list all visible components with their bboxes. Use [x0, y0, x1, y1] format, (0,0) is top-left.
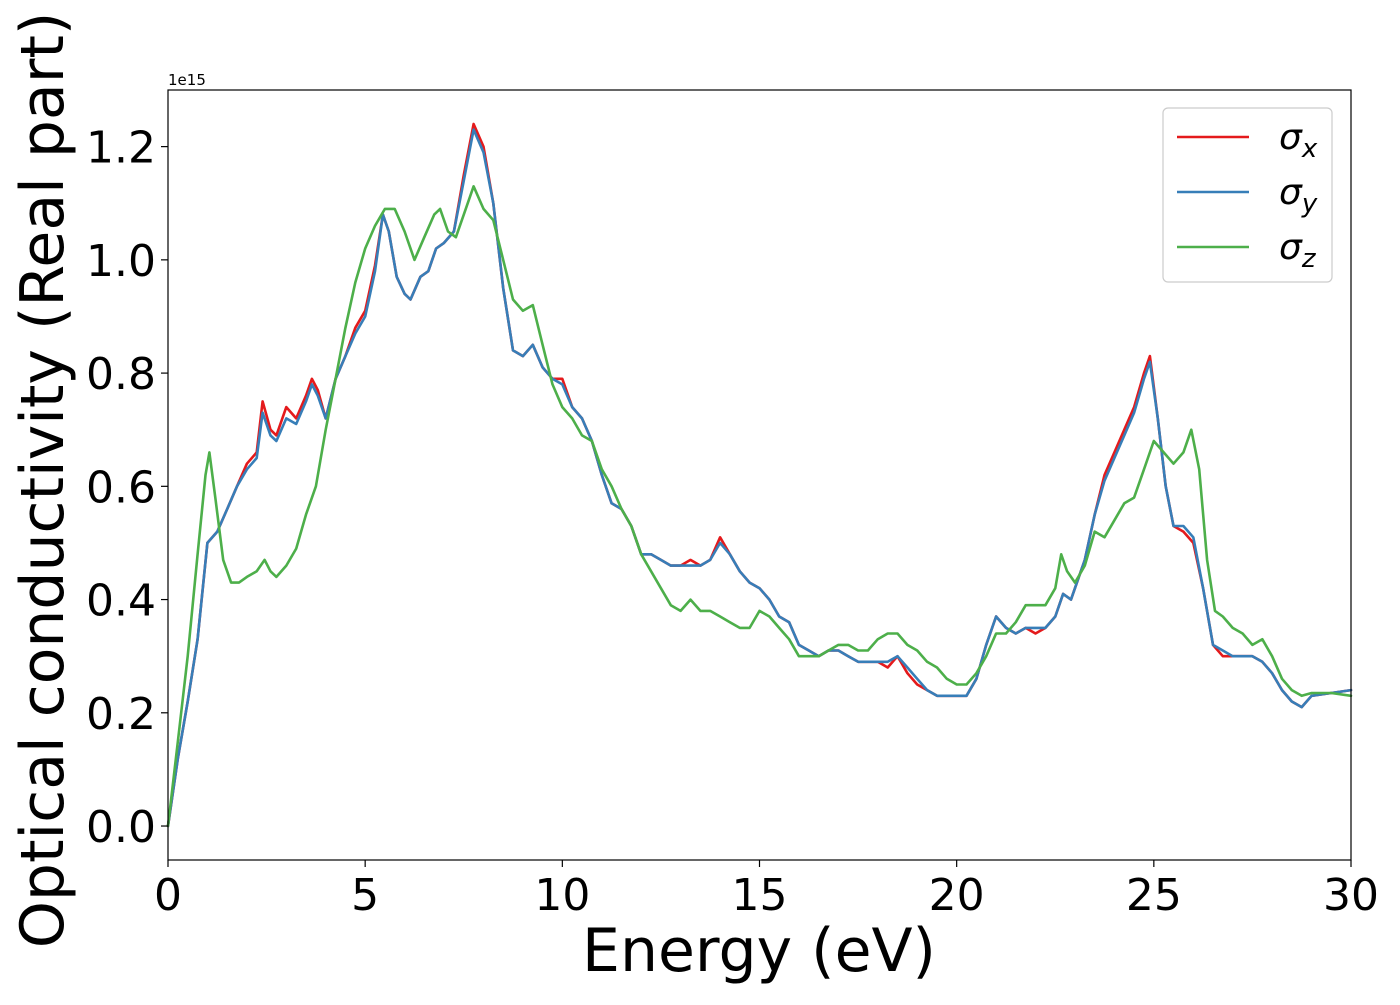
x-tick-label: 10 [534, 870, 590, 921]
series-line-y [166, 128, 1353, 828]
x-tick-label: 0 [154, 870, 182, 921]
x-axis: 0 5 10 15 20 25 30 [154, 860, 1379, 921]
legend: σx σy σz [1162, 107, 1333, 283]
y-tick-label: 0.8 [86, 349, 156, 400]
x-axis-label: Energy (eV) [582, 916, 936, 986]
y-tick-label: 1.0 [86, 236, 156, 287]
y-tick-label: 0.0 [86, 802, 156, 853]
y-axis: 0.0 0.2 0.4 0.6 0.8 1.0 1.2 [86, 123, 168, 853]
y-offset-label: 1e15 [168, 71, 206, 89]
y-tick-label: 1.2 [86, 123, 156, 174]
x-tick-label: 5 [351, 870, 379, 921]
y-tick-label: 0.4 [86, 576, 156, 627]
x-tick-label: 30 [1323, 870, 1379, 921]
y-tick-label: 0.6 [86, 462, 156, 513]
y-axis-label: Optical conductivity (Real part) [8, 12, 78, 949]
legend-label-y: σy [1279, 172, 1318, 219]
x-tick-label: 25 [1126, 870, 1182, 921]
plot-lines [166, 122, 1353, 828]
legend-label-x: σx [1279, 117, 1318, 164]
legend-box [1162, 107, 1333, 283]
legend-label-z: σz [1279, 227, 1317, 274]
x-tick-label: 15 [732, 870, 788, 921]
y-tick-label: 0.2 [86, 689, 156, 740]
series-line-z [166, 185, 1353, 828]
x-tick-label: 20 [929, 870, 985, 921]
